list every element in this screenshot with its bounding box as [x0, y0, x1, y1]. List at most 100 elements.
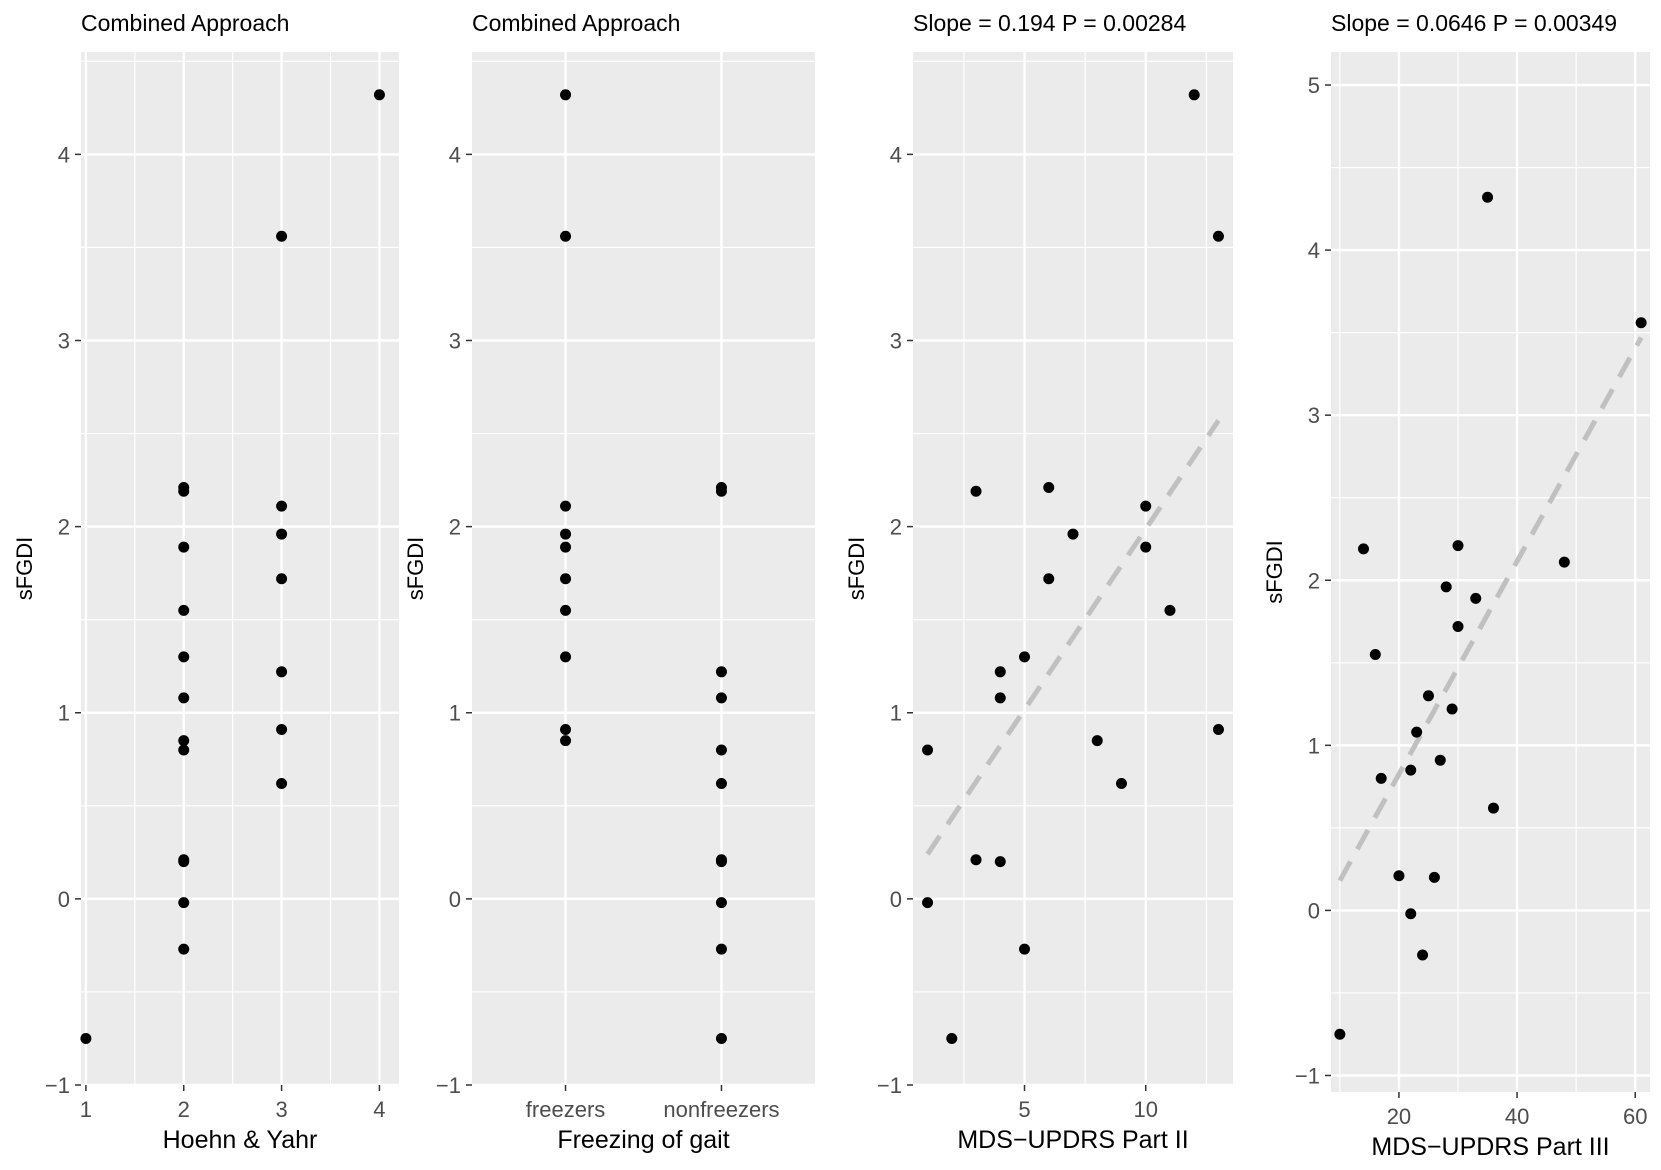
data-point	[276, 230, 288, 242]
data-point	[994, 666, 1006, 678]
data-point	[1043, 573, 1055, 585]
x-tick-label: 1	[80, 1097, 92, 1122]
data-point	[715, 692, 727, 704]
y-tick-label: −1	[1295, 1063, 1320, 1088]
data-point	[178, 735, 190, 747]
y-tick-label: −1	[45, 1073, 70, 1098]
y-tick-label: −1	[877, 1073, 902, 1098]
data-point	[1405, 764, 1417, 776]
y-tick-label: 2	[58, 515, 70, 540]
data-point	[560, 735, 572, 747]
data-point	[178, 604, 190, 616]
x-tick-label: 2	[178, 1097, 190, 1122]
x-tick-label: 5	[1018, 1097, 1030, 1122]
y-tick-label: 0	[449, 887, 461, 912]
x-tick-label: 20	[1387, 1104, 1411, 1129]
y-tick-label: 3	[890, 328, 902, 353]
chart-panel-4: 20 40 60 −1 0 1 2 3 4 5 Slope = 0.0646 P = 0.00349…	[1262, 10, 1650, 1161]
data-point	[276, 777, 288, 789]
y-tick-label: 5	[1308, 73, 1320, 98]
data-point	[1019, 943, 1031, 955]
data-point	[1019, 651, 1031, 663]
y-tick-label: 4	[449, 142, 461, 167]
data-point	[560, 651, 572, 663]
y-tick-label: 0	[58, 887, 70, 912]
y-tick-label: 3	[58, 328, 70, 353]
data-point	[276, 500, 288, 512]
data-point	[1212, 230, 1224, 242]
data-point	[1635, 317, 1647, 329]
data-point	[970, 485, 982, 497]
data-point	[994, 692, 1006, 704]
data-point	[1422, 690, 1434, 702]
data-point	[276, 528, 288, 540]
y-axis-label: sFGDI	[1262, 540, 1287, 604]
data-point	[80, 1032, 92, 1044]
data-point	[1470, 592, 1482, 604]
panel-background	[1331, 52, 1650, 1092]
chart-panel-1: 1 2 3 4 −1 0 1 2 3 4 Combined Approach Hoehn & Yahr…	[12, 10, 399, 1154]
data-point	[1411, 726, 1423, 738]
y-tick-label: 3	[1308, 403, 1320, 428]
fit-line	[925, 419, 1221, 856]
data-point	[1091, 735, 1103, 747]
chart-panel-3: 5 10 −1 0 1 2 3 4 Slope = 0.194 P = 0.00284 MDS−U…	[844, 10, 1233, 1154]
panel-background	[472, 52, 815, 1085]
data-point	[178, 744, 190, 756]
data-point	[715, 666, 727, 678]
data-point	[560, 500, 572, 512]
data-point	[1369, 649, 1381, 661]
data-point	[1405, 908, 1417, 920]
y-tick-label: 0	[890, 887, 902, 912]
data-point	[1140, 500, 1152, 512]
data-point	[994, 856, 1006, 868]
data-point	[715, 1032, 727, 1044]
data-point	[178, 541, 190, 553]
x-tick-label: nonfreezers	[663, 1097, 779, 1122]
x-axis-label: Hoehn & Yahr	[163, 1126, 318, 1154]
data-point	[1428, 871, 1440, 883]
data-point	[178, 897, 190, 909]
y-tick-label: 1	[890, 701, 902, 726]
data-point	[276, 666, 288, 678]
y-tick-label: 4	[58, 142, 70, 167]
panel-title: Combined Approach	[472, 10, 680, 36]
panel-background	[81, 52, 399, 1085]
data-point	[178, 692, 190, 704]
x-tick-label: 3	[275, 1097, 287, 1122]
x-tick-label: 10	[1133, 1097, 1157, 1122]
data-point	[560, 541, 572, 553]
x-axis-label: Freezing of gait	[557, 1126, 729, 1154]
x-tick-label: 40	[1505, 1104, 1529, 1129]
data-point	[715, 744, 727, 756]
data-point	[1393, 870, 1405, 882]
y-tick-label: 4	[890, 142, 902, 167]
data-point	[1188, 89, 1200, 101]
data-point	[1482, 191, 1494, 203]
data-point	[276, 573, 288, 585]
panel-title: Slope = 0.0646 P = 0.00349	[1331, 10, 1617, 36]
data-point	[178, 856, 190, 868]
data-point	[560, 89, 572, 101]
y-tick-label: 2	[449, 515, 461, 540]
data-point	[1558, 556, 1570, 568]
data-point	[1434, 754, 1446, 766]
data-point	[922, 897, 934, 909]
data-point	[560, 230, 572, 242]
data-point	[560, 528, 572, 540]
panel-title: Combined Approach	[81, 10, 289, 36]
x-tick-label: 60	[1623, 1104, 1647, 1129]
panel-background	[913, 52, 1233, 1085]
data-point	[1375, 772, 1387, 784]
data-point	[178, 485, 190, 497]
data-point	[1164, 604, 1176, 616]
data-point	[715, 856, 727, 868]
y-tick-label: 4	[1308, 238, 1320, 263]
x-tick-label: 4	[373, 1097, 385, 1122]
data-point	[560, 723, 572, 735]
data-point	[178, 943, 190, 955]
panel-title: Slope = 0.194 P = 0.00284	[913, 10, 1186, 36]
y-axis-label: sFGDI	[12, 537, 37, 601]
y-tick-label: 1	[449, 701, 461, 726]
